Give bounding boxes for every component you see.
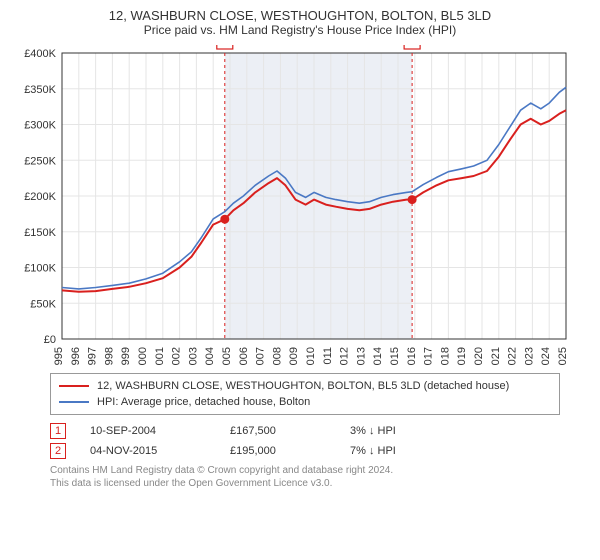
transaction-price: £195,000 [230, 445, 350, 457]
svg-text:2019: 2019 [456, 347, 468, 365]
chart-title: 12, WASHBURN CLOSE, WESTHOUGHTON, BOLTON… [10, 8, 590, 23]
line-chart: £0 £50K £100K £150K £200K £250K £300K £350K £400… [14, 45, 574, 365]
svg-text:2001: 2001 [154, 347, 166, 365]
svg-text:2016: 2016 [406, 347, 418, 365]
transaction-date: 04-NOV-2015 [90, 445, 230, 457]
legend-item: 12, WASHBURN CLOSE, WESTHOUGHTON, BOLTON… [59, 378, 551, 394]
legend-label: HPI: Average price, detached house, Bolt… [97, 396, 310, 408]
svg-text:2007: 2007 [255, 347, 267, 365]
svg-text:2002: 2002 [171, 347, 183, 365]
svg-text:2010: 2010 [305, 347, 317, 365]
svg-text:£350K: £350K [24, 84, 56, 96]
svg-text:2020: 2020 [473, 347, 485, 365]
transaction-row: 1 10-SEP-2004£167,5003% ↓ HPI [50, 421, 560, 441]
transactions-table: 1 10-SEP-2004£167,5003% ↓ HPI 2 04-NOV-2015… [50, 421, 560, 461]
svg-text:2008: 2008 [271, 347, 283, 365]
transaction-price: £167,500 [230, 425, 350, 437]
svg-text:2004: 2004 [204, 347, 216, 365]
svg-text:£50K: £50K [30, 298, 56, 310]
transaction-date: 10-SEP-2004 [90, 425, 230, 437]
chart-subtitle: Price paid vs. HM Land Registry's House … [10, 23, 590, 37]
svg-text:£200K: £200K [24, 191, 56, 203]
svg-text:2014: 2014 [372, 347, 384, 365]
svg-text:£0: £0 [44, 334, 56, 346]
transaction-row: 2 04-NOV-2015£195,0007% ↓ HPI [50, 441, 560, 461]
svg-text:£400K: £400K [24, 48, 56, 60]
svg-text:2021: 2021 [490, 347, 502, 365]
svg-text:2000: 2000 [137, 347, 149, 365]
legend-item: HPI: Average price, detached house, Bolt… [59, 394, 551, 410]
svg-text:2017: 2017 [423, 347, 435, 365]
svg-text:2: 2 [409, 45, 415, 48]
svg-text:2011: 2011 [322, 347, 334, 365]
transaction-marker-icon: 1 [50, 423, 66, 439]
legend-swatch [59, 385, 89, 387]
legend-swatch [59, 401, 89, 403]
svg-text:2024: 2024 [540, 347, 552, 365]
svg-text:1995: 1995 [53, 347, 65, 365]
svg-text:2009: 2009 [288, 347, 300, 365]
chart-area: £0 £50K £100K £150K £200K £250K £300K £350K £400… [14, 45, 590, 365]
svg-text:£300K: £300K [24, 120, 56, 132]
svg-text:£100K: £100K [24, 263, 56, 275]
svg-text:2013: 2013 [355, 347, 367, 365]
footer-attribution: Contains HM Land Registry data © Crown c… [50, 465, 560, 490]
svg-text:1: 1 [222, 45, 228, 48]
footer-line: This data is licensed under the Open Gov… [50, 478, 560, 491]
svg-text:£250K: £250K [24, 155, 56, 167]
svg-text:1998: 1998 [103, 347, 115, 365]
svg-text:2022: 2022 [507, 347, 519, 365]
svg-text:1997: 1997 [87, 347, 99, 365]
svg-text:2023: 2023 [523, 347, 535, 365]
svg-text:1996: 1996 [70, 347, 82, 365]
transaction-delta: 7% ↓ HPI [350, 445, 450, 457]
svg-text:2003: 2003 [187, 347, 199, 365]
svg-text:1999: 1999 [120, 347, 132, 365]
svg-text:2025: 2025 [557, 347, 569, 365]
legend-label: 12, WASHBURN CLOSE, WESTHOUGHTON, BOLTON… [97, 380, 509, 392]
svg-text:2018: 2018 [439, 347, 451, 365]
legend: 12, WASHBURN CLOSE, WESTHOUGHTON, BOLTON… [50, 373, 560, 415]
footer-line: Contains HM Land Registry data © Crown c… [50, 465, 560, 478]
transaction-marker-icon: 2 [50, 443, 66, 459]
svg-text:2006: 2006 [238, 347, 250, 365]
svg-text:2012: 2012 [339, 347, 351, 365]
svg-text:2005: 2005 [221, 347, 233, 365]
svg-text:2015: 2015 [389, 347, 401, 365]
svg-text:£150K: £150K [24, 227, 56, 239]
transaction-delta: 3% ↓ HPI [350, 425, 450, 437]
